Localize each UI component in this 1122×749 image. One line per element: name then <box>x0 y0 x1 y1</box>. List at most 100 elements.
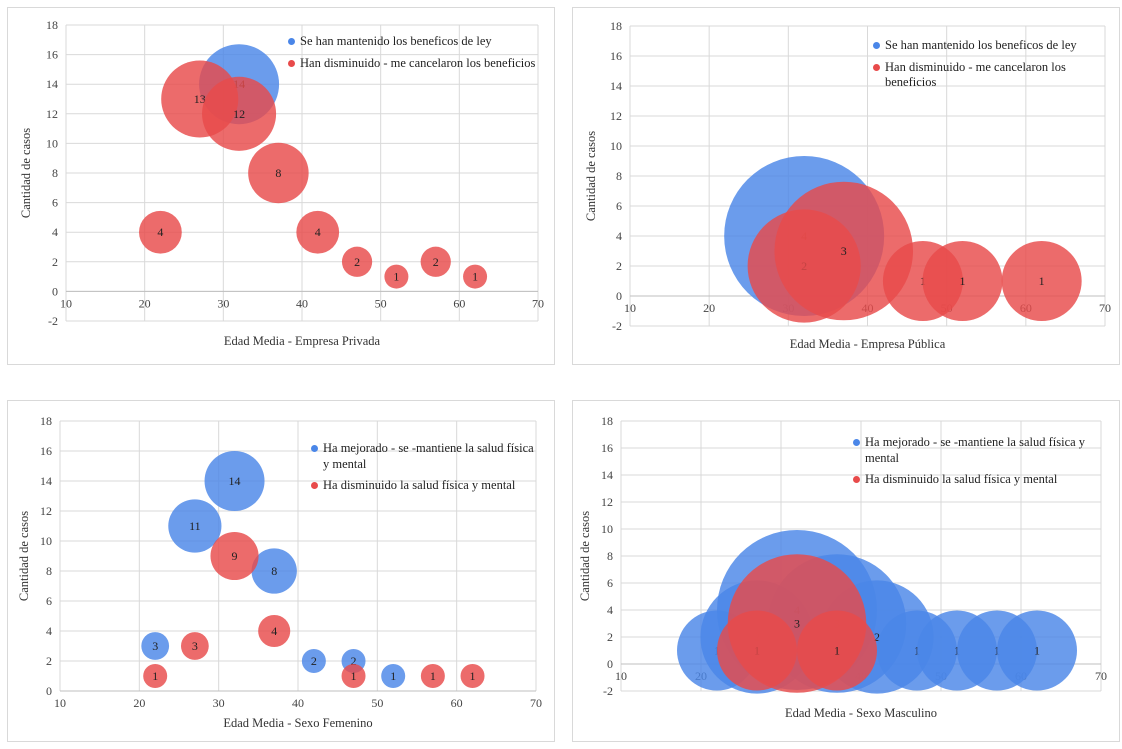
bubble-label: 8 <box>271 564 277 578</box>
legend-marker <box>288 38 295 45</box>
legend-label: Ha mejorado - se -mantiene la salud físi… <box>865 435 1086 465</box>
bubble <box>141 632 170 660</box>
x-tick-label: 40 <box>296 296 308 310</box>
y-tick-label: 16 <box>46 48 58 62</box>
y-tick-label: 12 <box>601 495 613 509</box>
y-tick-label: 2 <box>52 255 58 269</box>
y-tick-label: 14 <box>610 79 622 93</box>
chart-legend: Se han mantenido los beneficos de ley Ha… <box>873 38 1103 97</box>
bubble <box>139 210 182 254</box>
bubble <box>301 649 326 673</box>
x-axis-title: Edad Media - Empresa Privada <box>224 334 381 348</box>
bubble-label: 1 <box>351 669 357 683</box>
y-tick-label: 6 <box>46 594 52 608</box>
y-tick-label: 12 <box>40 504 52 518</box>
x-tick-label: 30 <box>213 696 225 710</box>
legend-marker <box>873 42 880 49</box>
bubble-label: 1 <box>834 644 840 658</box>
legend-item: Se han mantenido los beneficos de ley <box>873 38 1103 54</box>
y-tick-label: 8 <box>52 166 58 180</box>
x-tick-label: 50 <box>375 296 387 310</box>
bubble <box>797 610 877 691</box>
legend-item: Ha disminuido la salud física y mental <box>853 472 1088 488</box>
bubble <box>384 264 409 289</box>
chart-legend: Se han mantenido los beneficos de ley Ha… <box>288 34 538 77</box>
bubble <box>296 210 340 254</box>
bubble <box>997 610 1077 691</box>
bubble-label: 1 <box>1034 644 1040 658</box>
bubble-label: 4 <box>315 225 321 239</box>
x-tick-label: 20 <box>703 301 715 315</box>
bubble-label: 8 <box>275 166 281 180</box>
legend-label: Se han mantenido los beneficos de ley <box>300 34 492 48</box>
bubble <box>204 451 265 511</box>
bubble-label: 1 <box>472 270 478 284</box>
x-tick-label: 40 <box>292 696 304 710</box>
bubble-label: 3 <box>841 244 847 258</box>
bubble <box>420 664 445 688</box>
bubble-label: 1 <box>1039 274 1045 288</box>
y-axis-title: Cantidad de casos <box>578 511 592 601</box>
y-tick-label: 0 <box>616 289 622 303</box>
y-tick-label: 18 <box>601 414 613 428</box>
series-1: 9 4 3 1 1 1 1 <box>143 531 485 688</box>
y-tick-label: 0 <box>46 684 52 698</box>
y-tick-label: 10 <box>40 534 52 548</box>
x-tick-label: 60 <box>451 696 463 710</box>
y-tick-label: 4 <box>607 603 613 617</box>
bubble-label: 2 <box>433 255 439 269</box>
bubble-label: 2 <box>351 654 357 668</box>
bubble-label: 3 <box>152 639 158 653</box>
y-axis-title: Cantidad de casos <box>17 511 31 601</box>
bubble <box>168 499 222 553</box>
y-tick-label: 12 <box>610 109 622 123</box>
bubble-label: 1 <box>470 669 476 683</box>
y-tick-label: 6 <box>616 199 622 213</box>
legend-item: Ha disminuido la salud física y mental <box>311 478 541 494</box>
y-tick-label: -2 <box>48 314 58 328</box>
y-tick-label: 10 <box>601 522 613 536</box>
x-tick-label: 30 <box>217 296 229 310</box>
series-1: 23111 <box>747 181 1082 323</box>
chart-panel-empresa-privada: -2 0 2 4 6 8 10 12 14 16 18 10 20 30 40 50 60 70 Edad Medi… <box>7 7 555 365</box>
y-tick-label: 6 <box>607 576 613 590</box>
legend-item: Se han mantenido los beneficos de ley <box>288 34 538 50</box>
x-axis-title: Edad Media - Sexo Femenino <box>223 716 372 730</box>
legend-marker <box>288 59 295 67</box>
bubble-label: 1 <box>393 270 399 284</box>
bubble-label: 3 <box>794 617 800 631</box>
y-tick-label: 2 <box>607 630 613 644</box>
y-tick-label: 8 <box>46 564 52 578</box>
bubble-label: 13 <box>194 92 206 106</box>
y-tick-label: 14 <box>46 77 58 91</box>
chart-legend: Ha mejorado - se -mantiene la salud físi… <box>853 435 1088 494</box>
legend-item: Han disminuido - me cancelaron los benef… <box>873 60 1103 91</box>
bubble-label: 3 <box>192 639 198 653</box>
legend-marker <box>853 439 860 446</box>
bubble-label: 4 <box>271 624 277 638</box>
bubble-label: 14 <box>229 474 241 488</box>
legend-label: Han disminuido - me cancelaron los benef… <box>885 59 1066 90</box>
y-tick-label: -2 <box>603 684 613 698</box>
y-tick-label: 16 <box>610 49 622 63</box>
bubble <box>341 664 366 688</box>
legend-label: Han disminuido - me cancelaron los benef… <box>300 55 536 70</box>
x-tick-label: 10 <box>615 669 627 683</box>
legend-label: Se han mantenido los beneficos de ley <box>885 38 1077 52</box>
y-tick-label: 8 <box>616 169 622 183</box>
bubble <box>143 664 168 688</box>
bubble-label: 1 <box>152 669 158 683</box>
bubble-label: 2 <box>354 255 360 269</box>
bubble <box>460 664 485 688</box>
x-axis-title: Edad Media - Sexo Masculino <box>785 706 937 720</box>
y-tick-label: 10 <box>46 136 58 150</box>
bubble <box>258 614 291 648</box>
bubble <box>420 246 451 277</box>
y-tick-label: 14 <box>601 468 613 482</box>
y-tick-label: 18 <box>610 19 622 33</box>
